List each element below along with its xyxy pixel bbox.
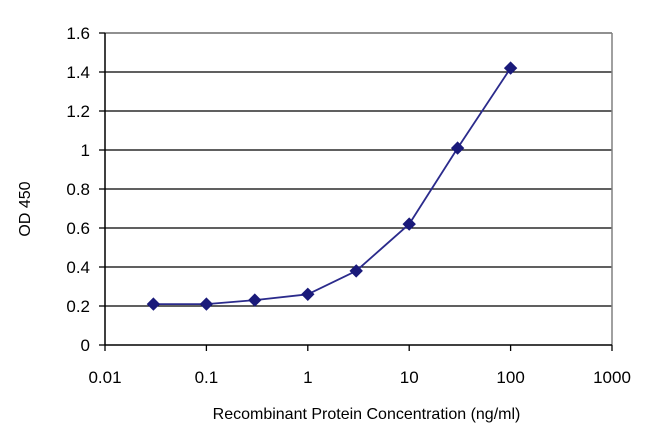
y-tick-label-3: 0.6 bbox=[66, 219, 90, 238]
x-tick-label-3: 10 bbox=[400, 368, 419, 387]
data-point-0 bbox=[146, 297, 161, 311]
data-point-2 bbox=[248, 293, 262, 307]
x-axis-title: Recombinant Protein Concentration (ng/ml… bbox=[213, 406, 521, 423]
y-tick-label-7: 1.4 bbox=[66, 63, 90, 82]
x-tick-label-4: 100 bbox=[496, 368, 524, 387]
x-tick-label-1: 0.1 bbox=[195, 368, 219, 387]
y-axis-title: OD 450 bbox=[17, 181, 34, 236]
x-tick-label-0: 0.01 bbox=[88, 368, 121, 387]
data-point-3 bbox=[301, 287, 315, 302]
data-point-7 bbox=[503, 61, 518, 75]
data-point-5 bbox=[402, 217, 416, 231]
data-point-6 bbox=[450, 141, 465, 155]
gridlines bbox=[105, 32, 612, 307]
data-point-4 bbox=[349, 264, 363, 278]
tick-labels: 0 0.2 0.4 0.6 0.8 1 1.2 1.4 1.6 0.01 0.1 1 10 100 1000 bbox=[66, 24, 631, 387]
y-tick-label-5: 1 bbox=[81, 141, 90, 160]
plot-frame bbox=[104, 32, 613, 346]
y-tick-label-4: 0.8 bbox=[66, 180, 90, 199]
axis-titles: Recombinant Protein Concentration (ng/ml… bbox=[17, 181, 520, 423]
y-tick-label-8: 1.6 bbox=[66, 24, 90, 43]
x-tick-label-2: 1 bbox=[303, 368, 312, 387]
y-tick-label-0: 0 bbox=[81, 336, 90, 355]
y-tick-label-6: 1.2 bbox=[66, 102, 90, 121]
series bbox=[146, 61, 518, 311]
y-tick-label-1: 0.2 bbox=[66, 297, 90, 316]
x-tick-label-5: 1000 bbox=[593, 368, 631, 387]
data-point-1 bbox=[199, 297, 214, 311]
series-line-0 bbox=[153, 67, 512, 306]
y-tick-label-2: 0.4 bbox=[66, 258, 90, 277]
